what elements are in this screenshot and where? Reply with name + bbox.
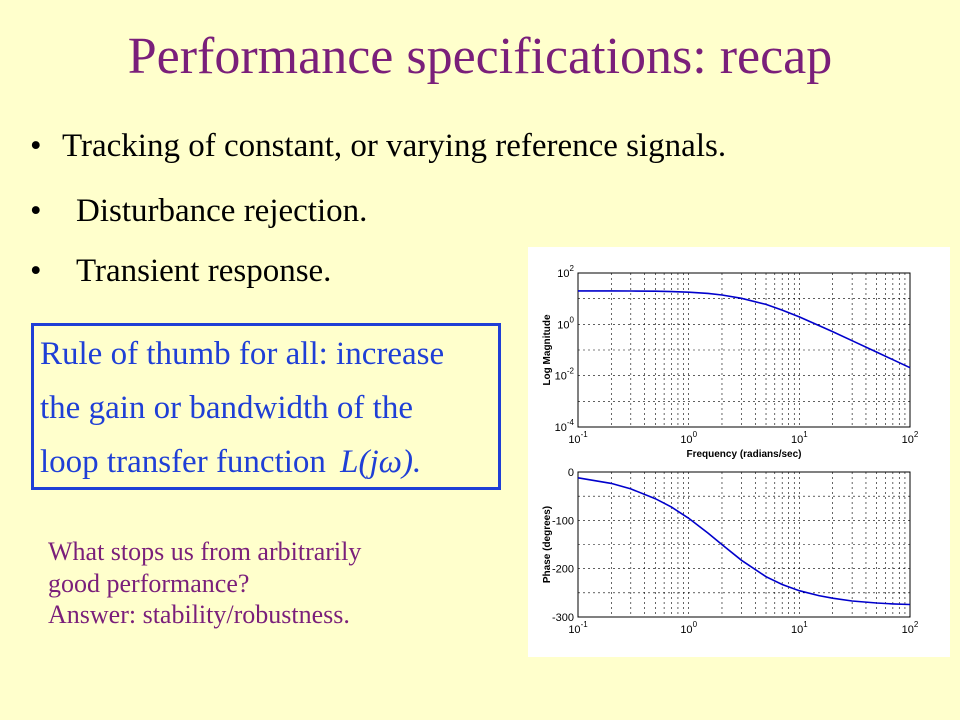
y-tick-label: -300 [552, 612, 574, 624]
bullet-marker: • [30, 128, 42, 164]
rule-of-thumb-box: Rule of thumb for all: increase the gain… [31, 323, 501, 490]
bode-plot-panel: 10-1 100 101 102 102 100 10-2 10-4 Frequency (ra… [528, 247, 950, 657]
bullet-item: • Tracking of constant, or varying refer… [30, 128, 726, 164]
plot-frame [577, 272, 911, 428]
x-tick-label: 10-1 [568, 430, 588, 446]
x-tick-label: 102 [902, 620, 919, 636]
x-tick-label: 100 [680, 430, 697, 446]
x-tick-label: 102 [902, 430, 919, 446]
y-tick-label: 102 [557, 264, 574, 280]
plot-frame [577, 471, 911, 618]
rule-line: Rule of thumb for all: increase [40, 336, 445, 372]
answer-line: Answer: stability/robustness. [48, 600, 350, 630]
x-tick-label: 100 [680, 620, 697, 636]
bullet-text: Tracking of constant, or varying referen… [62, 128, 727, 164]
y-axis-label: Log Magnitude [542, 314, 553, 386]
bullet-item: • Disturbance rejection. [30, 193, 367, 229]
x-tick-label: 10-1 [568, 620, 588, 636]
bullet-marker: • [30, 253, 42, 289]
question-line: good performance? [48, 568, 250, 598]
bode-plot: 10-1 100 101 102 102 100 10-2 10-4 Frequency (ra… [542, 264, 919, 636]
magnitude-curve [578, 290, 911, 369]
bullet-marker: • [30, 193, 42, 229]
y-tick-label: 0 [568, 467, 574, 479]
bullet-text: Disturbance rejection. [76, 193, 368, 229]
bullet-item: • Transient response. [30, 253, 331, 289]
rule-line-text: loop transfer function [40, 444, 326, 480]
bullet-text: Transient response. [76, 253, 332, 289]
y-tick-label: -200 [552, 564, 574, 576]
phase-curve [577, 477, 911, 606]
slide-title: Performance specifications: recap [127, 28, 833, 85]
y-tick-label: 10-4 [555, 418, 575, 434]
x-tick-label: 101 [791, 430, 808, 446]
rule-line: loop transfer function L(jω). [40, 444, 421, 480]
y-tick-label: 10-2 [555, 367, 575, 383]
x-axis-label: Frequency (radians/sec) [686, 449, 801, 460]
rule-line: the gain or bandwidth of the [40, 390, 413, 426]
x-tick-label: 101 [791, 620, 808, 636]
y-axis-label: Phase (degrees) [542, 506, 553, 583]
question-line: What stops us from arbitrarily [48, 537, 362, 566]
y-tick-label: 100 [557, 315, 574, 331]
y-tick-label: -100 [552, 515, 574, 527]
loop-transfer-function-math: L(jω). [340, 444, 422, 480]
question-text: What stops us from arbitrarily good perf… [48, 536, 361, 631]
